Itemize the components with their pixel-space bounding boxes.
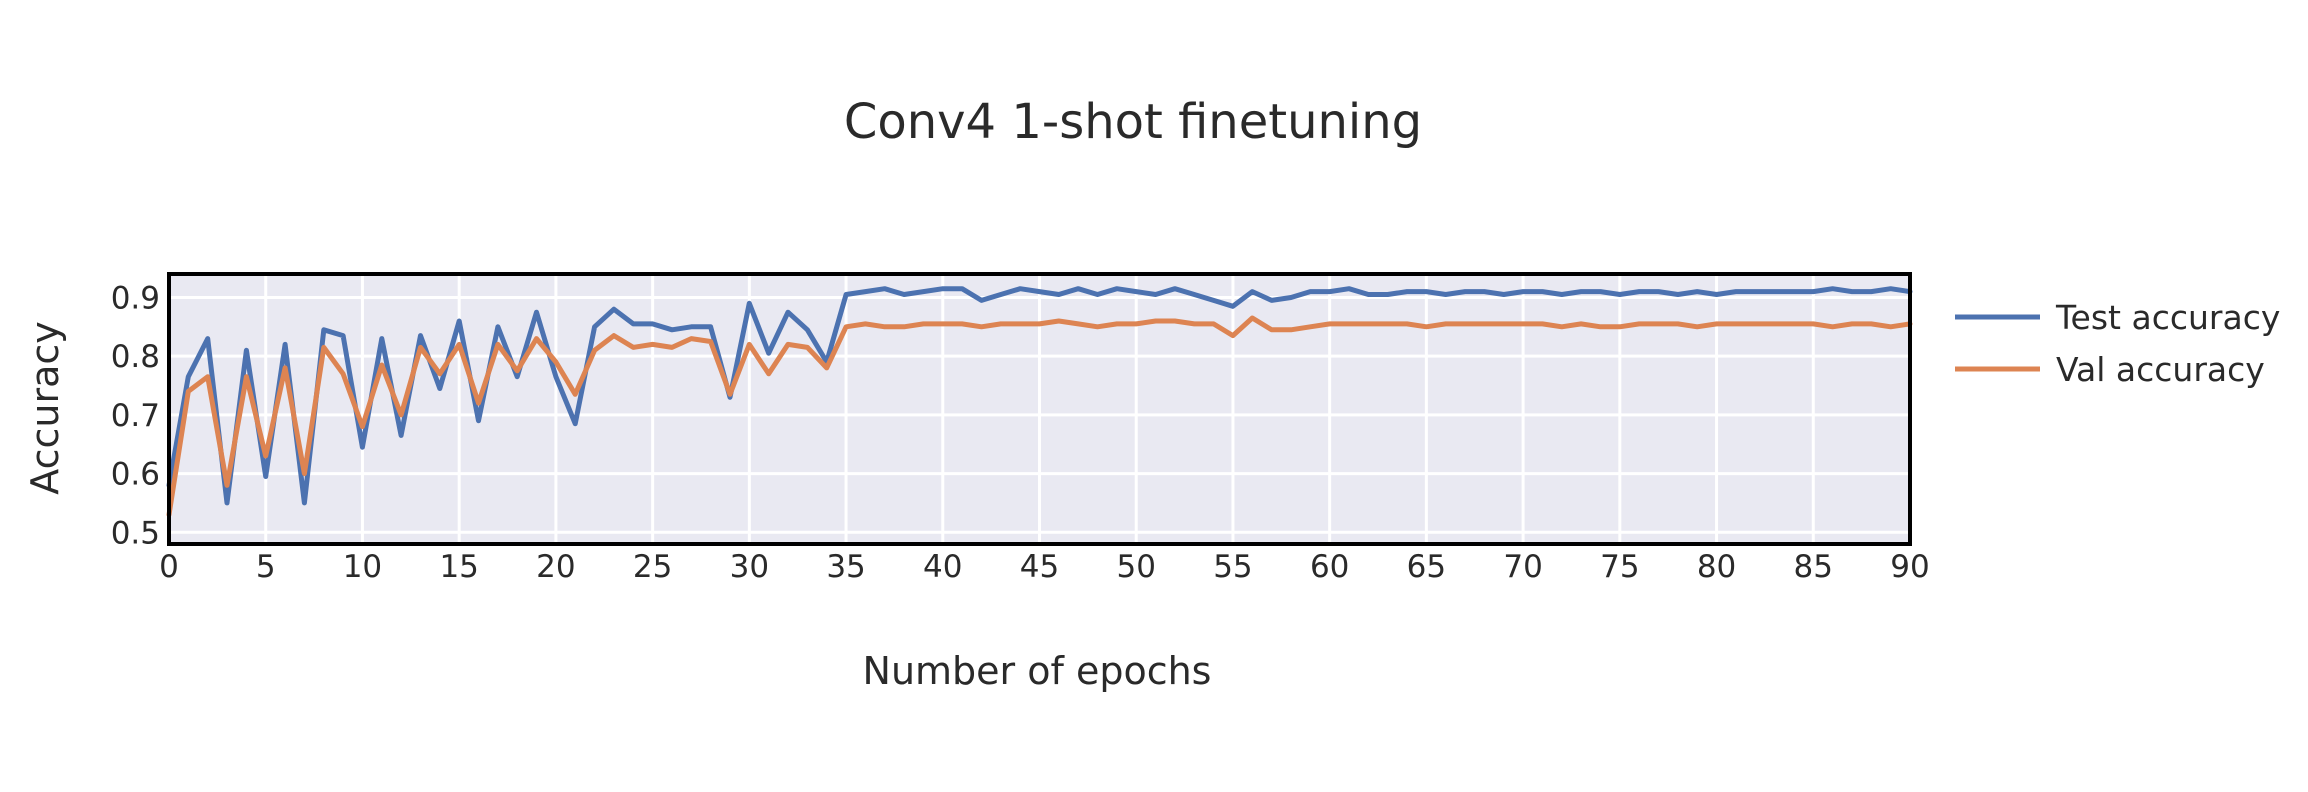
- x-tick-label: 65: [1407, 549, 1446, 585]
- y-tick-label: 0.6: [111, 457, 160, 493]
- plot-frame: [167, 272, 1912, 546]
- x-tick-label: 55: [1213, 549, 1252, 585]
- series-line-val-accuracy: [166, 315, 1913, 518]
- series-lines: [166, 286, 1913, 518]
- x-tick-label: 0: [159, 549, 179, 585]
- series-line-test-accuracy: [166, 286, 1913, 506]
- y-tick-label: 0.7: [111, 398, 160, 434]
- x-tick-label: 80: [1697, 549, 1736, 585]
- x-axis-title: Number of epochs: [863, 649, 1212, 693]
- y-tick-label: 0.8: [111, 339, 160, 375]
- y-axis-title: Accuracy: [23, 321, 67, 495]
- x-tick-label: 45: [1020, 549, 1059, 585]
- x-axis-ticks: 0 5 10 15 20 25 30 35 40 45 50 55 60 65 70 75 80 85 90: [159, 549, 1930, 585]
- legend-label-test-accuracy: Test accuracy: [2055, 298, 2280, 337]
- x-tick-label: 30: [730, 549, 769, 585]
- x-tick-label: 90: [1890, 549, 1929, 585]
- legend-label-val-accuracy: Val accuracy: [2056, 350, 2265, 389]
- chart-title: Conv4 1-shot finetuning: [844, 94, 1422, 150]
- x-tick-label: 40: [923, 549, 962, 585]
- x-tick-label: 5: [256, 549, 276, 585]
- x-tick-label: 15: [439, 549, 478, 585]
- legend: Test accuracy Val accuracy: [1955, 298, 2280, 389]
- y-tick-label: 0.9: [111, 280, 160, 316]
- x-tick-label: 20: [536, 549, 575, 585]
- x-tick-label: 70: [1503, 549, 1542, 585]
- x-tick-label: 10: [343, 549, 382, 585]
- x-tick-label: 75: [1600, 549, 1639, 585]
- x-tick-label: 25: [633, 549, 672, 585]
- y-tick-label: 0.5: [111, 515, 160, 551]
- x-tick-label: 35: [826, 549, 865, 585]
- x-tick-label: 60: [1310, 549, 1349, 585]
- y-axis-ticks: 0.5 0.6 0.7 0.8 0.9: [111, 280, 160, 551]
- x-tick-label: 50: [1116, 549, 1155, 585]
- x-tick-label: 85: [1794, 549, 1833, 585]
